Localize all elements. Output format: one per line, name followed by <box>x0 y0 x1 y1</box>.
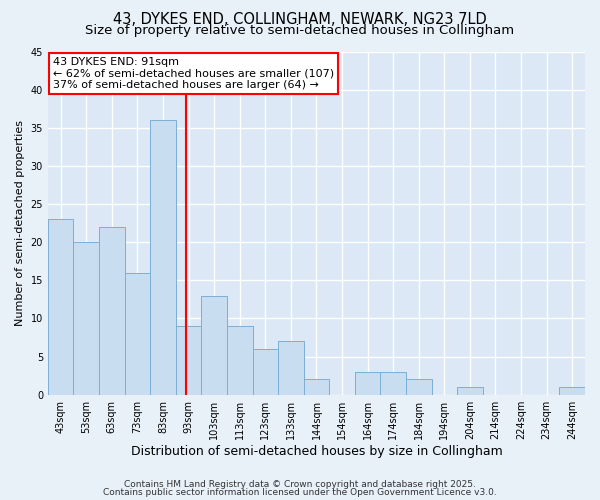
Bar <box>380 372 406 394</box>
Bar <box>150 120 176 394</box>
Bar <box>99 227 125 394</box>
Bar <box>227 326 253 394</box>
Text: Contains public sector information licensed under the Open Government Licence v3: Contains public sector information licen… <box>103 488 497 497</box>
Bar <box>278 342 304 394</box>
Text: 43 DYKES END: 91sqm
← 62% of semi-detached houses are smaller (107)
37% of semi-: 43 DYKES END: 91sqm ← 62% of semi-detach… <box>53 56 334 90</box>
Bar <box>125 272 150 394</box>
Y-axis label: Number of semi-detached properties: Number of semi-detached properties <box>15 120 25 326</box>
Bar <box>304 380 329 394</box>
Bar <box>559 387 585 394</box>
X-axis label: Distribution of semi-detached houses by size in Collingham: Distribution of semi-detached houses by … <box>131 444 502 458</box>
Bar <box>406 380 431 394</box>
Text: Size of property relative to semi-detached houses in Collingham: Size of property relative to semi-detach… <box>85 24 515 37</box>
Bar <box>48 220 73 394</box>
Bar <box>73 242 99 394</box>
Bar <box>457 387 482 394</box>
Text: 43, DYKES END, COLLINGHAM, NEWARK, NG23 7LD: 43, DYKES END, COLLINGHAM, NEWARK, NG23 … <box>113 12 487 28</box>
Bar <box>176 326 202 394</box>
Text: Contains HM Land Registry data © Crown copyright and database right 2025.: Contains HM Land Registry data © Crown c… <box>124 480 476 489</box>
Bar <box>253 349 278 395</box>
Bar <box>202 296 227 394</box>
Bar <box>355 372 380 394</box>
